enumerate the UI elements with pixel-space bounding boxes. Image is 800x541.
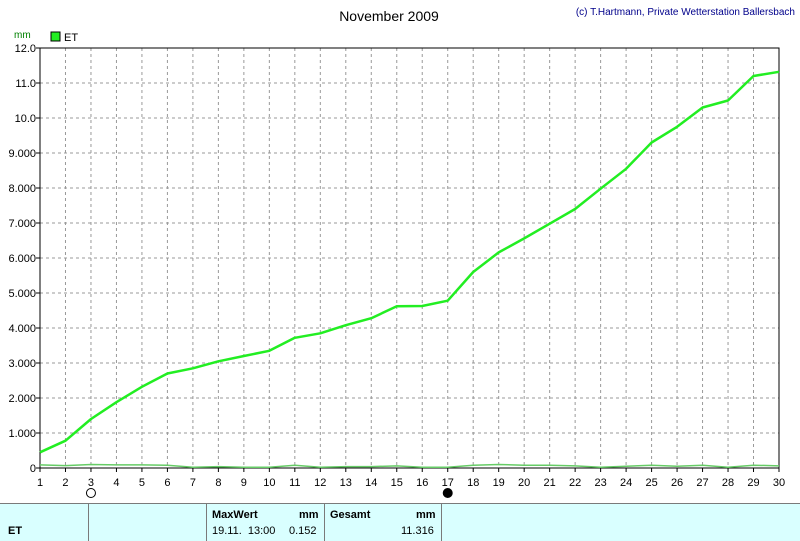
y-tick-label: 4.000 bbox=[8, 323, 36, 335]
total-label: Gesamt bbox=[330, 509, 371, 521]
x-tick-label: 2 bbox=[62, 477, 68, 489]
y-tick-label: 12.0 bbox=[15, 43, 36, 55]
copyright-notice: (c) T.Hartmann, Private Wetterstation Ba… bbox=[576, 7, 795, 18]
x-tick-label: 15 bbox=[391, 477, 403, 489]
x-tick-label: 27 bbox=[696, 477, 708, 489]
full-moon-marker bbox=[85, 488, 96, 498]
legend-swatch-et bbox=[50, 31, 61, 42]
x-tick-label: 18 bbox=[467, 477, 479, 489]
y-tick-labels: 0 1.000 2.000 3.000 4.000 5.000 6.000 7.000 8.00… bbox=[8, 43, 36, 475]
series-line-et-daily bbox=[39, 463, 780, 469]
x-tick-label: 24 bbox=[620, 477, 632, 489]
x-tick-label: 3 bbox=[88, 477, 94, 489]
x-tick-label: 20 bbox=[518, 477, 530, 489]
max-unit: mm bbox=[299, 509, 319, 521]
x-tick-label: 9 bbox=[241, 477, 247, 489]
series-line-et-cumulative bbox=[39, 70, 780, 454]
x-tick-label: 4 bbox=[113, 477, 119, 489]
y-tick-label: 11.0 bbox=[15, 78, 36, 90]
x-tick-label: 10 bbox=[263, 477, 275, 489]
x-tick-label: 7 bbox=[190, 477, 196, 489]
y-tick-label: 5.000 bbox=[8, 288, 36, 300]
axes bbox=[36, 47, 780, 472]
y-tick-label: 7.000 bbox=[8, 218, 36, 230]
y-tick-label: 10.0 bbox=[15, 113, 36, 125]
y-tick-label: 9.000 bbox=[8, 148, 36, 160]
max-time: 19.11. 13:00 bbox=[212, 525, 276, 537]
new-moon-marker bbox=[442, 488, 453, 498]
y-axis-unit: mm bbox=[14, 30, 31, 41]
x-tick-label: 29 bbox=[747, 477, 759, 489]
x-tick-label: 28 bbox=[722, 477, 734, 489]
y-tick-label: 6.000 bbox=[8, 253, 36, 265]
x-tick-label: 22 bbox=[569, 477, 581, 489]
y-tick-label: 3.000 bbox=[8, 358, 36, 370]
moon-phase-markers bbox=[85, 488, 453, 498]
x-tick-label: 23 bbox=[594, 477, 606, 489]
x-tick-label: 5 bbox=[139, 477, 145, 489]
max-value: 0.152 bbox=[289, 525, 317, 537]
x-tick-label: 14 bbox=[365, 477, 377, 489]
summary-series-cell: ET bbox=[0, 504, 89, 541]
y-tick-label: 0 bbox=[30, 463, 36, 475]
max-label: MaxWert bbox=[212, 509, 258, 521]
y-tick-label: 8.000 bbox=[8, 183, 36, 195]
summary-empty-cell bbox=[89, 504, 207, 541]
x-tick-label: 25 bbox=[645, 477, 657, 489]
grid bbox=[40, 48, 779, 468]
evapotranspiration-chart: November 2009 (c) T.Hartmann, Private We… bbox=[8, 7, 795, 498]
x-tick-label: 13 bbox=[340, 477, 352, 489]
summary-series-label: ET bbox=[8, 525, 23, 537]
summary-total-cell: Gesamt mm 11.316 bbox=[325, 504, 442, 541]
x-tick-label: 17 bbox=[442, 477, 454, 489]
total-value: 11.316 bbox=[401, 525, 434, 537]
x-tick-label: 8 bbox=[215, 477, 221, 489]
x-tick-labels: 1 2 3 4 5 6 7 8 9 10 11 12 13 14 15 16 17 18 19 20 21 22 23 24 2… bbox=[37, 477, 785, 489]
x-tick-label: 30 bbox=[773, 477, 785, 489]
summary-table: ET MaxWert mm 19.11. 13:00 0.152 Gesamt … bbox=[0, 503, 800, 541]
x-tick-label: 1 bbox=[37, 477, 43, 489]
chart-title: November 2009 bbox=[339, 8, 439, 24]
x-tick-label: 26 bbox=[671, 477, 683, 489]
summary-max-cell: MaxWert mm 19.11. 13:00 0.152 bbox=[207, 504, 325, 541]
y-tick-label: 2.000 bbox=[8, 393, 36, 405]
x-tick-label: 6 bbox=[164, 477, 170, 489]
legend-label-et: ET bbox=[64, 32, 78, 44]
series-lines bbox=[39, 70, 780, 469]
x-tick-label: 21 bbox=[544, 477, 556, 489]
total-unit: mm bbox=[416, 509, 436, 521]
x-tick-label: 16 bbox=[416, 477, 428, 489]
x-tick-label: 12 bbox=[314, 477, 326, 489]
y-tick-label: 1.000 bbox=[8, 428, 36, 440]
x-tick-label: 11 bbox=[289, 477, 300, 489]
x-tick-label: 19 bbox=[493, 477, 505, 489]
